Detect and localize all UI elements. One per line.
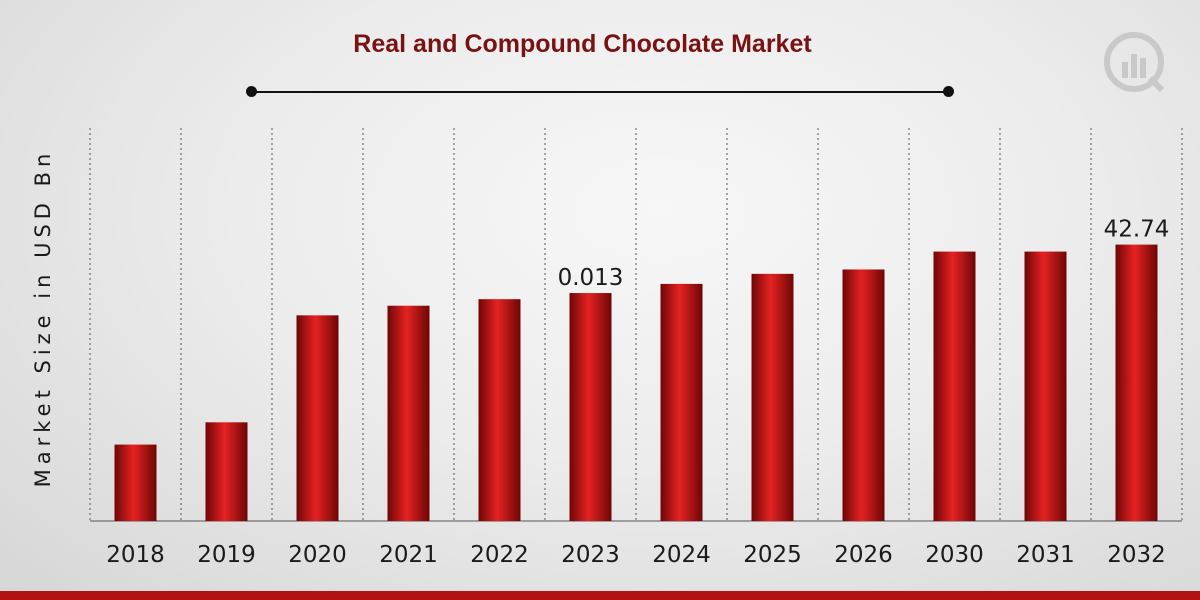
bar-2030	[933, 251, 976, 521]
data-label-2032: 42.74	[1104, 217, 1170, 243]
bar-2023	[569, 293, 612, 521]
bar-2025	[751, 273, 794, 521]
x-tick-label: 2021	[379, 542, 438, 568]
x-tick-label: 2031	[1016, 542, 1075, 568]
x-tick-label: 2024	[652, 542, 711, 568]
x-tick-label: 2025	[743, 542, 802, 568]
bar-chart-logo-icon	[1104, 32, 1165, 93]
bar-2032	[1115, 244, 1158, 521]
title-underline-right-dot	[943, 86, 954, 97]
x-tick-label: 2022	[470, 542, 529, 568]
bar-2020	[296, 315, 339, 521]
chart-title: Real and Compound Chocolate Market	[353, 30, 812, 58]
bar-2021	[387, 305, 430, 521]
x-tick-label: 2023	[561, 542, 620, 568]
bar-2024	[660, 283, 703, 521]
footer-band	[0, 591, 1200, 600]
x-tick-label: 2032	[1107, 542, 1166, 568]
x-tick-label: 2018	[106, 542, 165, 568]
title-underline-left-dot	[246, 86, 257, 97]
x-tick-label: 2026	[834, 542, 893, 568]
bar-2031	[1024, 251, 1067, 521]
bar-2019	[205, 422, 248, 521]
title-underline	[251, 91, 949, 93]
bar-2022	[478, 299, 521, 521]
data-label-2023: 0.013	[558, 265, 624, 291]
x-tick-label: 2030	[925, 542, 984, 568]
x-tick-label: 2019	[197, 542, 256, 568]
x-tick-label: 2020	[288, 542, 347, 568]
bar-2018	[114, 444, 157, 521]
bar-2026	[842, 269, 885, 521]
